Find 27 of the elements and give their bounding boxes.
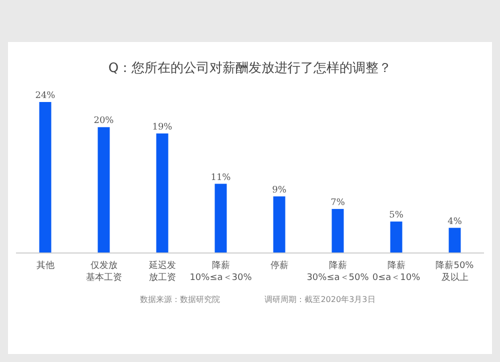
source-note: 数据来源：数据研究院 <box>140 295 220 304</box>
x-tick-label: 停薪 <box>270 260 288 271</box>
data-label: 20% <box>94 116 114 126</box>
bar <box>448 228 461 253</box>
x-tick-label: 其他 <box>36 260 54 271</box>
data-label: 24% <box>35 91 56 101</box>
data-label: 7% <box>330 198 346 208</box>
x-tick-label: 降薪 30%≤a＜50% <box>306 260 370 283</box>
bar <box>332 208 344 253</box>
data-label: 5% <box>389 210 404 221</box>
data-label: 4% <box>448 216 462 227</box>
x-tick-label: 降薪 10%≤a＜30% <box>190 260 252 283</box>
data-label: 19% <box>152 122 173 132</box>
bar <box>214 184 227 253</box>
bar <box>98 127 110 253</box>
x-tick-label: 延迟发放工资 <box>148 260 176 283</box>
x-tick-label: 降薪50% 及以上 <box>436 260 474 283</box>
data-label: 11% <box>210 172 232 183</box>
x-tick-label: 降薪 0≤a＜10% <box>372 260 421 283</box>
chart-title: Q：您所在的公司对薪酬发放进行了怎样的调整？ <box>108 61 392 76</box>
x-tick-label: 仅发放基本工资 <box>86 260 122 283</box>
bar <box>39 102 52 253</box>
text: 调研周期：截至2020年3月3日 <box>264 295 376 304</box>
bar <box>156 133 168 253</box>
data-label: 9% <box>272 185 287 196</box>
bar <box>273 196 286 253</box>
bar <box>390 222 402 253</box>
